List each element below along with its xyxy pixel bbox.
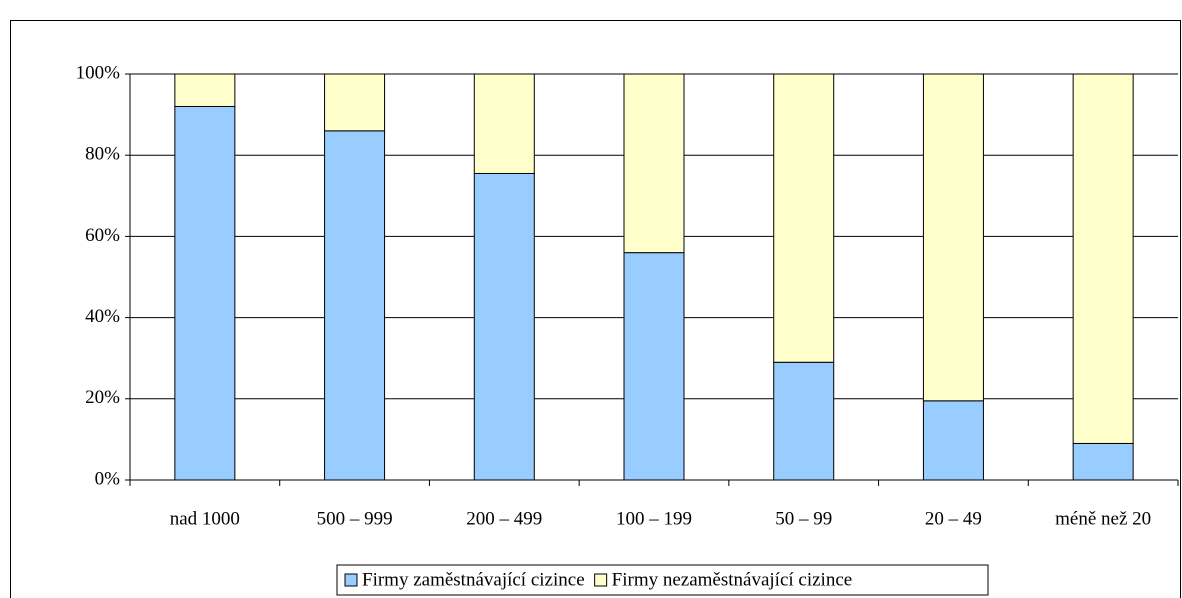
y-tick-label: 60% [85,225,120,246]
bar-segment [922,400,984,481]
x-tick-label: 200 – 499 [466,508,542,529]
bar-segment [623,252,685,481]
bar-segment [1072,73,1134,444]
y-tick-label: 80% [85,144,120,165]
x-tick-label: 50 – 99 [775,508,832,529]
bar-segment [473,172,535,481]
bar-segment [473,73,535,174]
x-tick-label: 100 – 199 [616,508,692,529]
bar-segment [324,130,386,481]
y-tick-label: 0% [95,468,121,489]
y-tick-label: 40% [85,306,120,327]
legend-box [336,564,989,596]
legend-swatch [594,573,608,587]
bar-segment [174,105,236,481]
x-tick-label: 500 – 999 [317,508,393,529]
y-tick-label: 100% [76,62,121,83]
legend-swatch [344,573,358,587]
legend-label: Firmy zaměstnávající cizince [362,569,585,590]
bar-segment [174,73,236,107]
bar-segment [623,73,685,254]
y-tick-label: 20% [85,387,120,408]
x-tick-label: méně než 20 [1055,508,1151,529]
bar-segment [773,361,835,481]
legend-label: Firmy nezaměstnávající cizince [612,569,853,590]
x-tick-label: nad 1000 [170,508,240,529]
bar-segment [773,73,835,363]
bar-segment [922,73,984,402]
x-tick-label: 20 – 49 [925,508,982,529]
bar-segment [324,73,386,132]
bar-segment [1072,442,1134,481]
